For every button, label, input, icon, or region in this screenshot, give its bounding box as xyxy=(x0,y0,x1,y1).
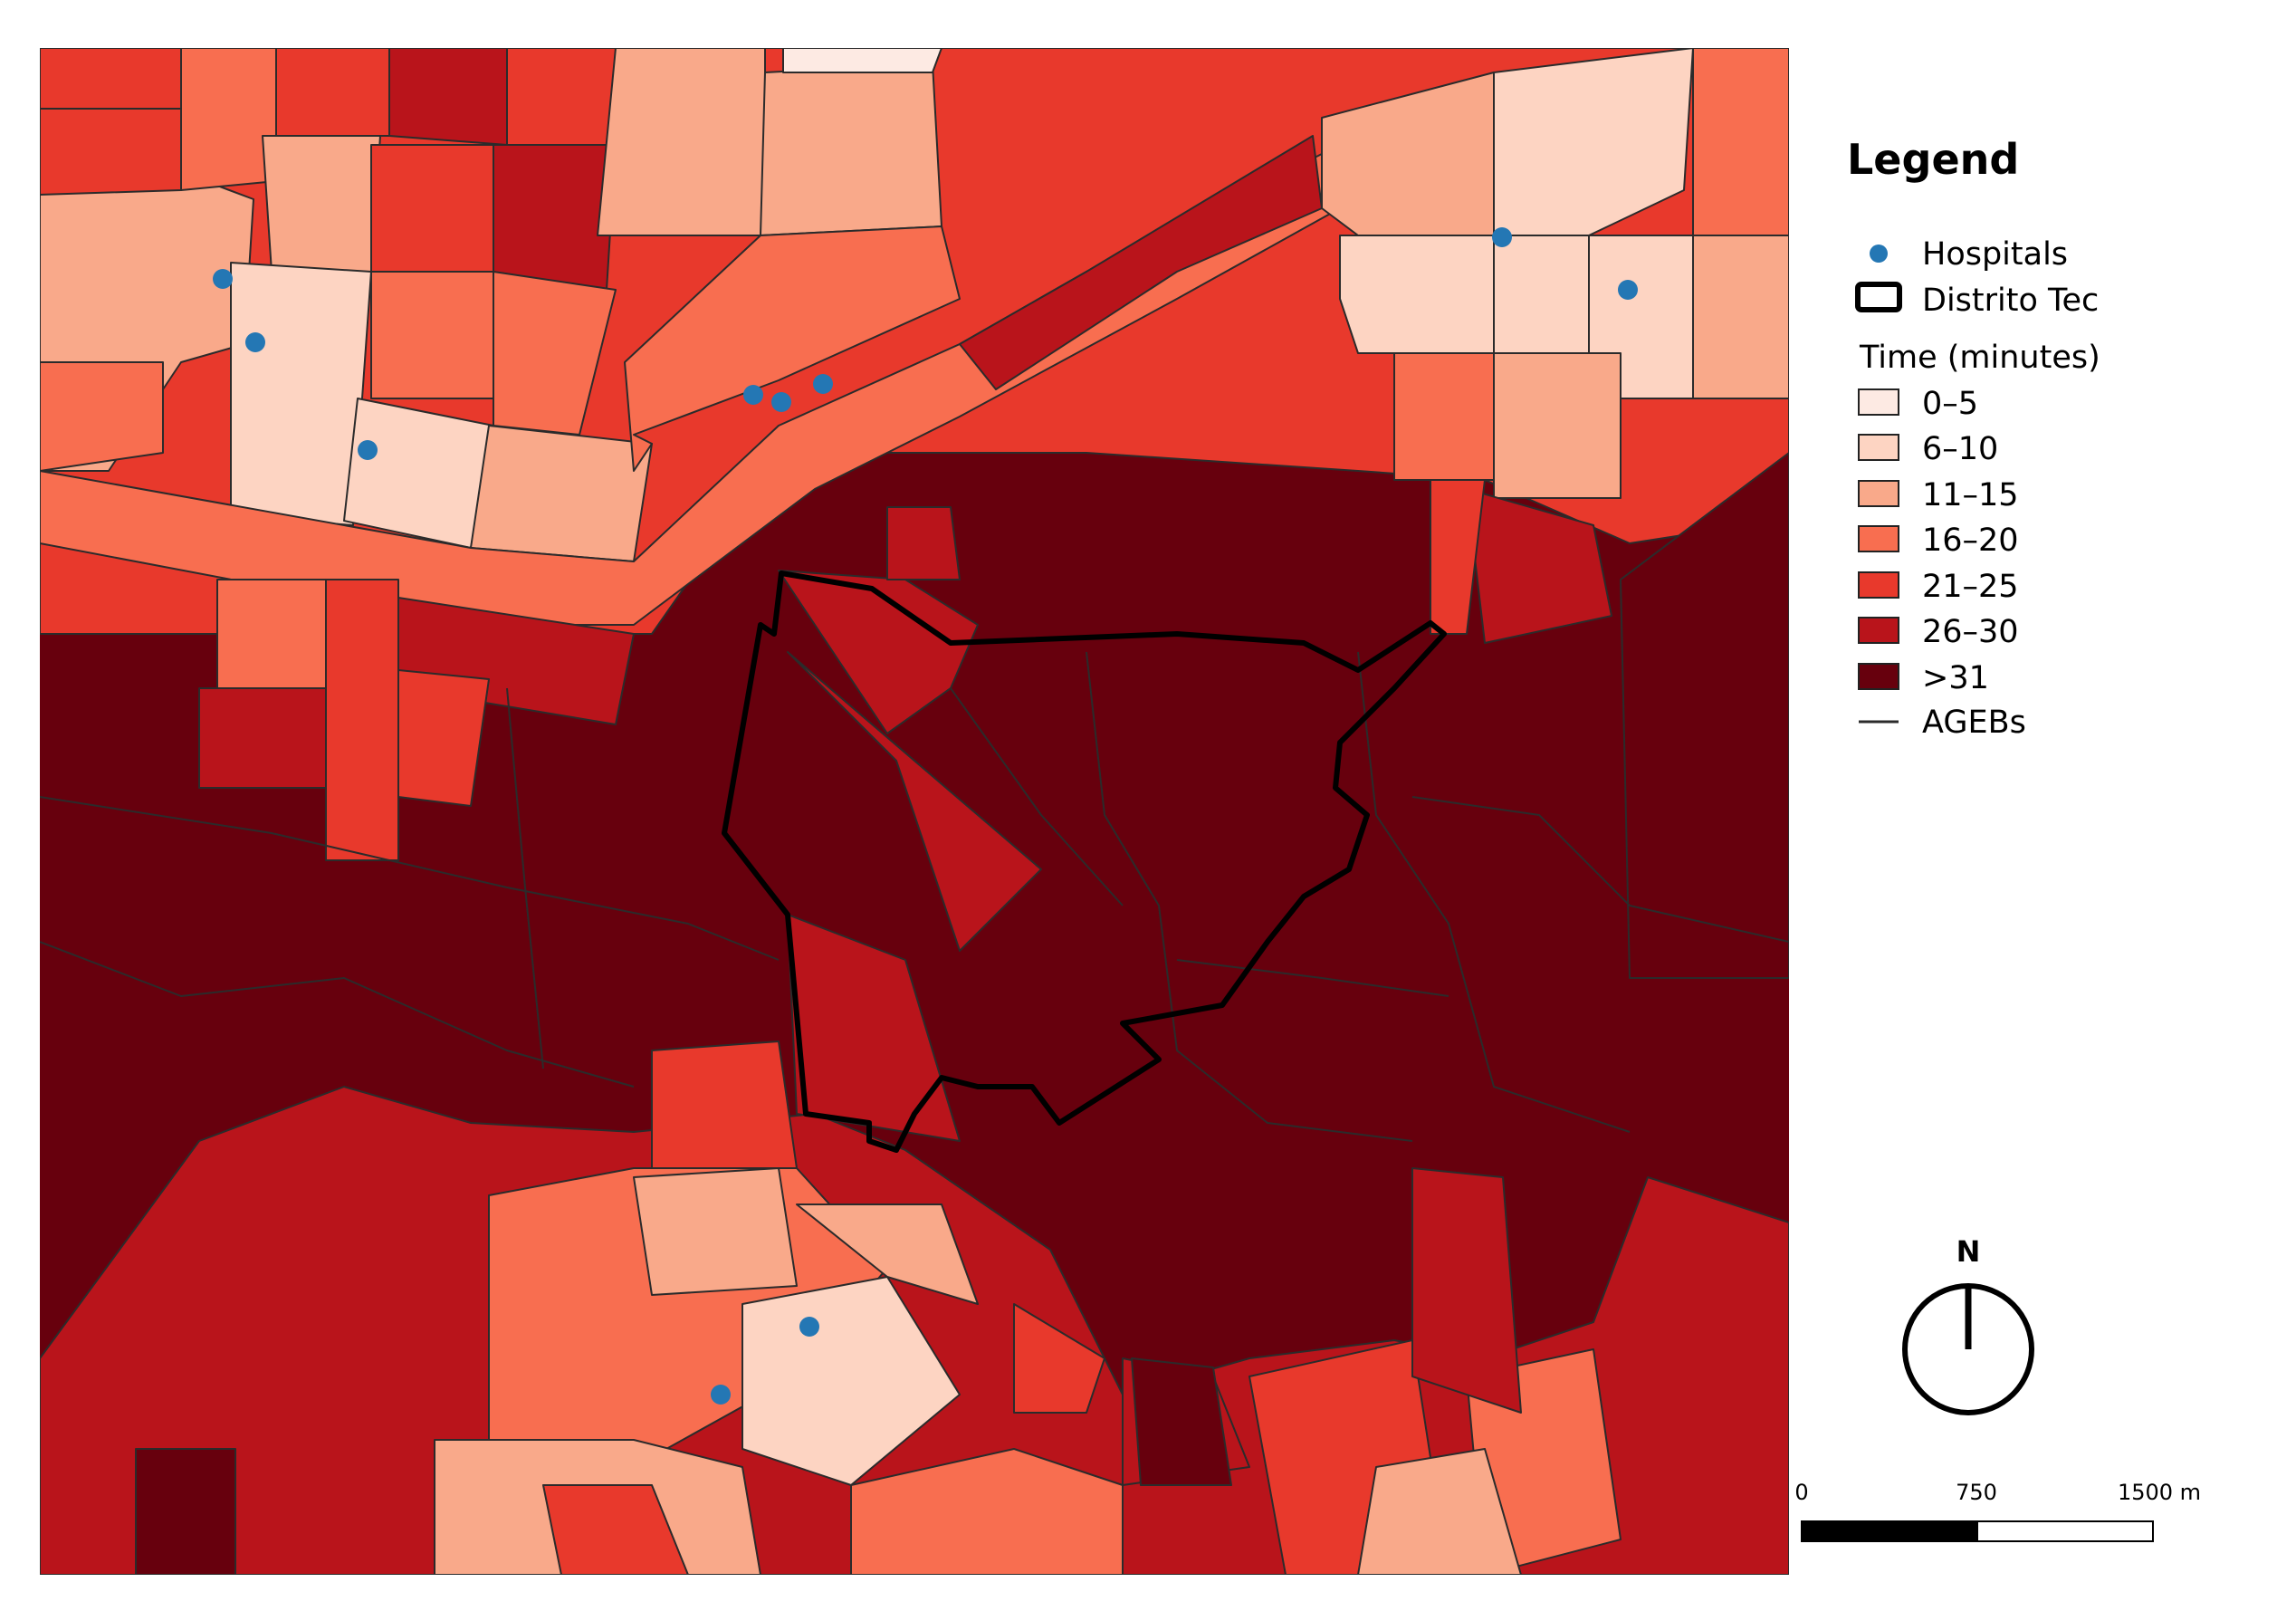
legend-class-label: 21–25 xyxy=(1922,569,2019,605)
ageb-polygon xyxy=(230,262,372,526)
ageb-polygon xyxy=(493,144,617,291)
hospital-point xyxy=(1618,280,1638,300)
ageb-polygon xyxy=(1411,1167,1522,1414)
ageb-polygon xyxy=(1357,1448,1522,1575)
ageb-polygon xyxy=(1013,1303,1105,1414)
ageb-polygon xyxy=(1339,235,1495,354)
hospital-point xyxy=(743,385,763,405)
ageb-polygon xyxy=(370,144,494,273)
ageb-polygon xyxy=(850,1448,1124,1575)
ageb-polygon xyxy=(370,271,494,399)
hospital-point xyxy=(799,1317,819,1337)
scale-bar-black-segment xyxy=(1801,1520,1978,1542)
ageb-polygon xyxy=(787,914,961,1142)
ageb-polygon xyxy=(397,669,490,807)
hospital-point xyxy=(245,332,265,352)
ageb-polygon xyxy=(40,361,164,472)
legend-class-label: 0–5 xyxy=(1922,386,1978,422)
scale-bar-white-segment xyxy=(1976,1520,2154,1542)
ageb-polygon xyxy=(388,48,508,146)
time-legend-classes: 0–5 6–10 11–15 16–20 21–25 26–30 >31 xyxy=(1858,386,2019,696)
hospital-markers xyxy=(213,227,1638,1405)
ageb-polygon xyxy=(787,651,1042,952)
time-legend-heading: Time (minutes) xyxy=(1859,340,2100,376)
ageb-legend-label: AGEBs xyxy=(1922,705,2026,741)
ageb-polygon xyxy=(1692,48,1789,236)
ageb-polygon xyxy=(135,1448,236,1575)
distrito-tec-outline xyxy=(722,571,1447,1153)
ageb-polygon xyxy=(1430,479,1486,635)
scale-tick-label: 0 xyxy=(1794,1480,1808,1505)
ageb-polygon xyxy=(633,1167,798,1296)
ageb-polygon xyxy=(262,135,381,273)
ageb-polygon xyxy=(1493,48,1694,236)
hospital-point xyxy=(213,269,233,289)
ageb-polygon xyxy=(1493,235,1590,354)
hospital-point xyxy=(1492,227,1512,247)
legend: Legend Hospitals Distrito Tec Time (minu… xyxy=(1847,135,2100,741)
ageb-polygon xyxy=(778,570,979,734)
ageb-polygon xyxy=(760,62,942,236)
ageb-boundary xyxy=(1411,796,1789,943)
ageb-polygon xyxy=(40,108,182,196)
north-arrow-label: N xyxy=(1956,1234,1981,1269)
legend-swatch xyxy=(1858,525,1899,552)
ageb-polygon xyxy=(796,1203,979,1305)
legend-title: Legend xyxy=(1847,135,2019,184)
ageb-polygon xyxy=(741,1276,961,1486)
legend-class-label: 26–30 xyxy=(1922,614,2019,650)
ageb-polygon xyxy=(470,425,653,562)
legend-class-label: >31 xyxy=(1922,660,1989,696)
ageb-polygon xyxy=(1692,235,1789,399)
ageb-polygon xyxy=(624,225,961,472)
ageb-polygon xyxy=(325,579,399,861)
hospital-point xyxy=(771,392,791,412)
ageb-polygon xyxy=(180,48,277,191)
ageb-polygon xyxy=(782,48,942,73)
ageb-polygon xyxy=(1393,352,1495,481)
ageb-polygon xyxy=(1620,452,1789,979)
legend-class-label: 11–15 xyxy=(1922,477,2019,513)
legend-swatch xyxy=(1858,617,1899,644)
hospital-point xyxy=(813,374,833,394)
legend-class-label: 16–20 xyxy=(1922,523,2019,559)
ageb-polygon xyxy=(1466,488,1612,644)
ageb-polygon xyxy=(1493,352,1622,499)
legend-class-label: 6–10 xyxy=(1922,431,1998,467)
hospital-legend-symbol xyxy=(1870,245,1888,263)
ageb-boundary xyxy=(40,796,780,961)
ageb-boundary xyxy=(506,687,544,1069)
ageb-polygon xyxy=(542,1484,689,1575)
legend-swatch xyxy=(1858,480,1899,507)
north-arrow: N xyxy=(1902,1234,2034,1415)
ageb-polygon xyxy=(493,271,617,436)
ageb-polygon xyxy=(886,506,961,580)
ageb-boundary xyxy=(40,941,635,1088)
legend-swatch xyxy=(1858,663,1899,690)
district-legend-label: Distrito Tec xyxy=(1922,283,2099,319)
ageb-boundary xyxy=(1357,651,1631,1133)
ageb-boundary xyxy=(950,687,1124,906)
ageb-polygon xyxy=(343,398,494,549)
ageb-polygon xyxy=(198,687,327,789)
hospital-point xyxy=(711,1385,731,1405)
ageb-polygon xyxy=(651,1040,798,1169)
legend-swatch xyxy=(1858,571,1899,599)
ageb-polygon xyxy=(597,48,766,236)
scale-bar: 0 750 1500 m xyxy=(1794,1480,2201,1542)
hospital-legend-label: Hospitals xyxy=(1922,236,2068,273)
map-frame xyxy=(40,48,1789,1575)
ageb-polygon xyxy=(275,48,390,137)
district-legend-symbol xyxy=(1855,282,1902,312)
ageb-polygons xyxy=(40,48,1789,1575)
legend-swatch xyxy=(1858,434,1899,461)
ageb-boundary xyxy=(1176,959,1449,997)
ageb-boundary xyxy=(1086,651,1413,1142)
legend-swatch xyxy=(1858,388,1899,416)
ageb-polygon xyxy=(1131,1357,1232,1486)
hospital-point xyxy=(358,440,378,460)
scale-tick-label: 1500 m xyxy=(2118,1480,2201,1505)
scale-tick-label: 750 xyxy=(1956,1480,1997,1505)
